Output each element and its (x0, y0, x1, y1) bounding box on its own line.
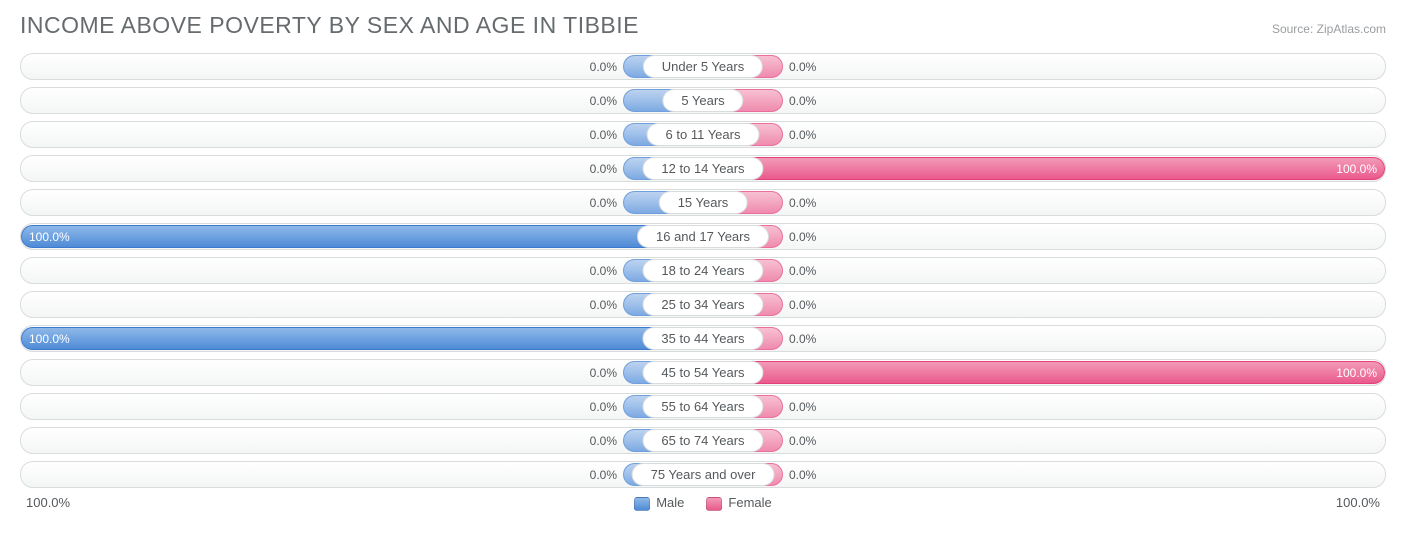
chart-row: 0.0% 0.0% 55 to 64 Years (20, 393, 1386, 420)
female-half: 0.0% (703, 258, 1385, 283)
chart-row: 100.0% 0.0% 35 to 44 Years (20, 325, 1386, 352)
female-half: 0.0% (703, 88, 1385, 113)
chart-title: INCOME ABOVE POVERTY BY SEX AND AGE IN T… (20, 12, 639, 39)
female-value: 0.0% (789, 326, 816, 351)
female-value: 0.0% (789, 292, 816, 317)
female-value: 0.0% (789, 394, 816, 419)
legend-item-male: Male (634, 495, 684, 511)
female-half: 0.0% (703, 462, 1385, 487)
female-half: 0.0% (703, 224, 1385, 249)
female-value: 100.0% (1336, 156, 1377, 181)
chart-row: 0.0% 0.0% 18 to 24 Years (20, 257, 1386, 284)
male-half: 0.0% (21, 360, 703, 385)
source-attribution: Source: ZipAtlas.com (1272, 22, 1386, 36)
category-label: 25 to 34 Years (642, 293, 763, 316)
male-value: 0.0% (590, 88, 617, 113)
female-half: 0.0% (703, 326, 1385, 351)
chart-row: 0.0% 0.0% 65 to 74 Years (20, 427, 1386, 454)
category-label: 12 to 14 Years (642, 157, 763, 180)
male-half: 100.0% (21, 326, 703, 351)
female-value: 0.0% (789, 122, 816, 147)
legend-female-label: Female (728, 495, 771, 510)
category-label: 6 to 11 Years (647, 123, 760, 146)
category-label: 55 to 64 Years (642, 395, 763, 418)
chart-row: 0.0% 0.0% Under 5 Years (20, 53, 1386, 80)
category-label: Under 5 Years (643, 55, 763, 78)
female-half: 0.0% (703, 54, 1385, 79)
female-value: 0.0% (789, 224, 816, 249)
female-value: 0.0% (789, 88, 816, 113)
male-value: 0.0% (590, 292, 617, 317)
category-label: 18 to 24 Years (642, 259, 763, 282)
female-half: 0.0% (703, 190, 1385, 215)
category-label: 15 Years (659, 191, 748, 214)
female-value: 100.0% (1336, 360, 1377, 385)
female-half: 100.0% (703, 360, 1385, 385)
chart-row: 100.0% 0.0% 16 and 17 Years (20, 223, 1386, 250)
female-value: 0.0% (789, 428, 816, 453)
female-bar (703, 157, 1385, 180)
category-label: 45 to 54 Years (642, 361, 763, 384)
male-half: 0.0% (21, 292, 703, 317)
axis-left-label: 100.0% (26, 495, 70, 510)
male-half: 0.0% (21, 394, 703, 419)
chart-row: 0.0% 100.0% 12 to 14 Years (20, 155, 1386, 182)
male-half: 100.0% (21, 224, 703, 249)
chart-footer: 100.0% Male Female 100.0% (20, 495, 1386, 511)
chart-row: 0.0% 100.0% 45 to 54 Years (20, 359, 1386, 386)
female-value: 0.0% (789, 462, 816, 487)
male-value: 0.0% (590, 258, 617, 283)
diverging-bar-chart: 0.0%0.0%Under 5 Years0.0%0.0%5 Years0.0%… (20, 53, 1386, 488)
female-value: 0.0% (789, 54, 816, 79)
axis-right-label: 100.0% (1336, 495, 1380, 510)
male-half: 0.0% (21, 190, 703, 215)
male-half: 0.0% (21, 258, 703, 283)
male-half: 0.0% (21, 122, 703, 147)
category-label: 75 Years and over (632, 463, 775, 486)
chart-row: 0.0% 0.0% 15 Years (20, 189, 1386, 216)
male-value: 0.0% (590, 394, 617, 419)
male-half: 0.0% (21, 156, 703, 181)
header: INCOME ABOVE POVERTY BY SEX AND AGE IN T… (20, 12, 1386, 39)
female-half: 0.0% (703, 122, 1385, 147)
category-label: 65 to 74 Years (642, 429, 763, 452)
female-half: 0.0% (703, 394, 1385, 419)
chart-row: 0.0% 0.0% 5 Years (20, 87, 1386, 114)
male-value: 0.0% (590, 122, 617, 147)
male-value: 100.0% (29, 326, 70, 351)
male-half: 0.0% (21, 54, 703, 79)
chart-row: 0.0% 0.0% 75 Years and over (20, 461, 1386, 488)
female-half: 0.0% (703, 292, 1385, 317)
male-value: 100.0% (29, 224, 70, 249)
chart-row: 0.0% 0.0% 25 to 34 Years (20, 291, 1386, 318)
male-value: 0.0% (590, 54, 617, 79)
category-label: 35 to 44 Years (642, 327, 763, 350)
category-label: 16 and 17 Years (637, 225, 769, 248)
legend-male-label: Male (656, 495, 684, 510)
female-half: 0.0% (703, 428, 1385, 453)
legend: Male Female (634, 495, 772, 511)
male-value: 0.0% (590, 462, 617, 487)
male-half: 0.0% (21, 462, 703, 487)
female-value: 0.0% (789, 190, 816, 215)
female-swatch-icon (706, 497, 722, 511)
male-value: 0.0% (590, 190, 617, 215)
male-half: 0.0% (21, 428, 703, 453)
male-half: 0.0% (21, 88, 703, 113)
legend-item-female: Female (706, 495, 771, 511)
male-bar (21, 327, 703, 350)
male-bar (21, 225, 703, 248)
male-value: 0.0% (590, 360, 617, 385)
female-value: 0.0% (789, 258, 816, 283)
female-bar (703, 361, 1385, 384)
male-value: 0.0% (590, 156, 617, 181)
female-half: 100.0% (703, 156, 1385, 181)
category-label: 5 Years (662, 89, 743, 112)
male-value: 0.0% (590, 428, 617, 453)
chart-row: 0.0% 0.0% 6 to 11 Years (20, 121, 1386, 148)
male-swatch-icon (634, 497, 650, 511)
